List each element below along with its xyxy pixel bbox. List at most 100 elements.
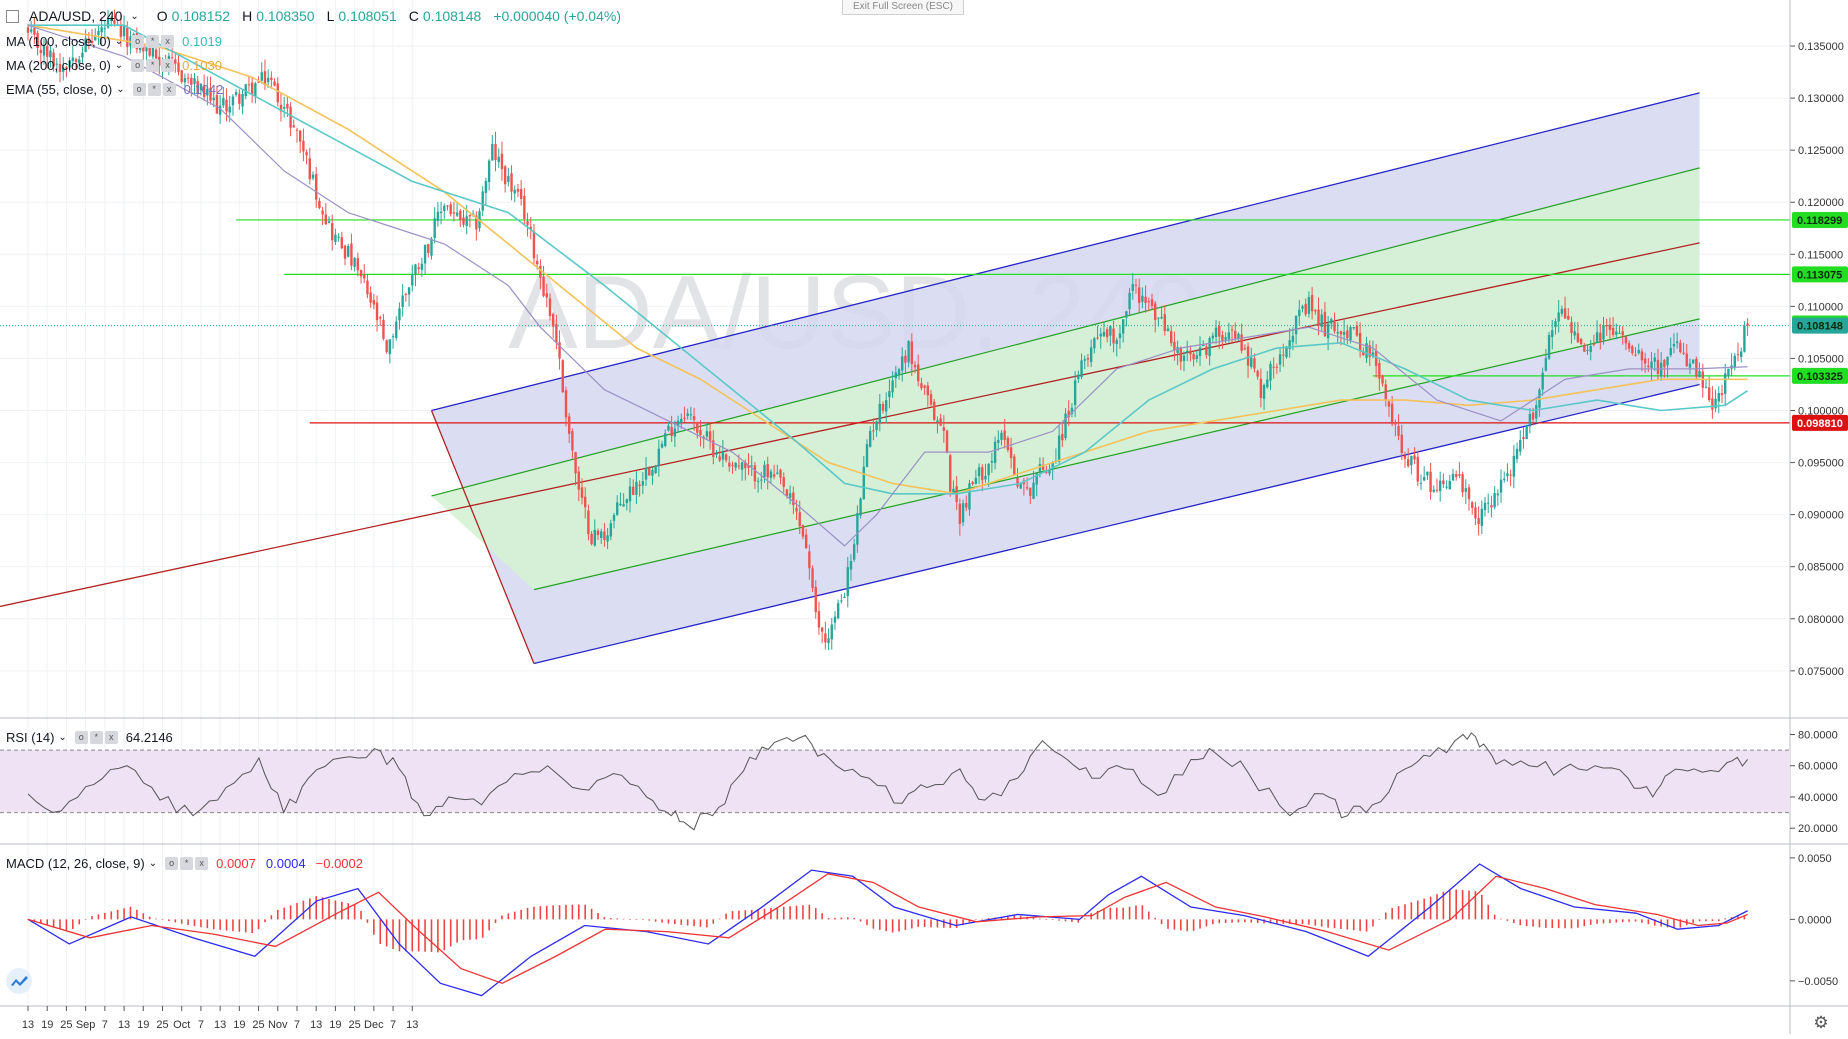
gear-icon[interactable]: * [180,857,194,870]
candle-body [228,106,231,113]
candle-body [529,226,532,230]
candle-body [462,217,465,225]
close-icon[interactable]: x [161,35,175,48]
candle-body [1432,489,1435,492]
macd-histogram-bar [943,919,945,928]
candle-body [1019,482,1022,489]
candle-body [622,504,625,507]
candle-body [676,420,680,426]
candle-body [1173,341,1176,351]
rsi-legend[interactable]: RSI (14) ⌄ o * x 64.2146 [6,730,173,745]
candle-body [446,205,449,207]
eye-icon[interactable]: o [74,731,88,744]
macd-histogram-bar [308,898,311,920]
x-tick-label: 13 [22,1019,34,1031]
candle-body [222,97,225,106]
candle-body [1105,329,1109,338]
chevron-down-icon[interactable]: ⌄ [130,10,139,22]
chevron-down-icon[interactable]: ⌄ [58,732,67,743]
rsi-label[interactable]: RSI (14) [6,730,55,745]
symbol-icon[interactable] [6,9,19,23]
macd-signal-value: 0.0004 [265,856,306,871]
gear-icon[interactable]: * [146,59,160,72]
close-label: C [408,8,419,24]
macd-histogram-bar [1384,912,1387,920]
x-tick-label: 13 [310,1019,322,1031]
exit-fullscreen-button[interactable]: Exit Full Screen (ESC) [842,0,964,15]
candle-body [641,481,645,486]
eye-icon[interactable]: o [131,59,145,72]
candle-body [600,531,603,538]
candle-body [1586,349,1589,351]
gear-icon[interactable]: * [146,35,160,48]
candle-body [760,479,763,481]
macd-signal-line [27,873,1748,985]
ma100-legend[interactable]: MA (100, close, 0) ⌄ o * x 0.1019 [6,34,222,49]
macd-histogram-bar [603,917,606,920]
candle-body [363,274,366,279]
macd-legend[interactable]: MACD (12, 26, close, 9) ⌄ o * x 0.0007 0.0… [6,856,363,871]
candle-body [90,40,94,43]
candle-body [286,103,289,109]
macd-histogram-bar [449,919,452,947]
ma200-legend[interactable]: MA (200, close, 0) ⌄ o * x 0.1030 [6,58,222,73]
macd-label[interactable]: MACD (12, 26, close, 9) [6,856,145,871]
candle-body [1000,432,1003,440]
macd-histogram-bar [1634,919,1637,922]
chevron-down-icon[interactable]: ⌄ [114,36,124,47]
candle-body [46,46,49,57]
macd-histogram-bar [1717,919,1720,922]
macd-histogram-bar [360,910,362,920]
macd-histogram-bar [1103,908,1105,920]
macd-histogram-bar [1583,919,1586,927]
candle-body [1547,334,1551,359]
macd-histogram-bar [1180,919,1182,931]
symbol-label[interactable]: ADA/USD, 240 [29,8,123,24]
candle-body [1368,345,1371,357]
ema55-label[interactable]: EMA (55, close, 0) [6,82,113,97]
macd-histogram-bar [1244,919,1246,923]
tradingview-logo-icon[interactable] [6,968,32,994]
candle-body [849,560,853,570]
eye-icon[interactable]: o [165,857,179,870]
macd-histogram-bar [1698,919,1701,922]
candle-body [366,280,369,295]
candle-body [929,394,933,405]
close-icon[interactable]: x [104,731,118,744]
x-tick-label: 25 [349,1019,361,1031]
candle-body [1602,325,1605,340]
eye-icon[interactable]: o [132,83,146,96]
chevron-down-icon[interactable]: ⌄ [116,84,125,95]
chevron-down-icon[interactable]: ⌄ [114,60,124,71]
ema55-legend[interactable]: EMA (55, close, 0) ⌄ o * x 0.1042 [6,82,223,97]
close-icon[interactable]: x [162,83,176,96]
macd-histogram-bar [1557,919,1560,929]
eye-icon[interactable]: o [131,35,145,48]
close-icon[interactable]: x [195,857,209,870]
gear-icon[interactable]: * [147,83,161,96]
candle-body [459,210,462,220]
gear-icon[interactable]: ⚙ [1813,1013,1829,1032]
macd-histogram-bar [731,911,734,920]
gear-icon[interactable]: * [89,731,103,744]
candle-body [247,84,251,86]
candle-body [1326,323,1330,339]
ma200-label[interactable]: MA (200, close, 0) [6,58,111,73]
candle-body [1525,425,1528,439]
candle-body [840,600,843,602]
close-icon[interactable]: x [161,59,175,72]
x-tick-label: 7 [198,1019,204,1031]
ma100-label[interactable]: MA (100, close, 0) [6,34,111,49]
macd-histogram-bar [180,919,183,924]
candle-body [744,462,747,469]
macd-histogram-bar [878,919,881,930]
candle-body [1310,295,1314,312]
chevron-down-icon[interactable]: ⌄ [148,858,158,869]
candle-body [612,515,616,521]
x-tick-label: 7 [294,1019,300,1031]
candle-body [616,502,619,515]
candle-body [1605,324,1608,327]
price-label-bg [1792,211,1848,228]
